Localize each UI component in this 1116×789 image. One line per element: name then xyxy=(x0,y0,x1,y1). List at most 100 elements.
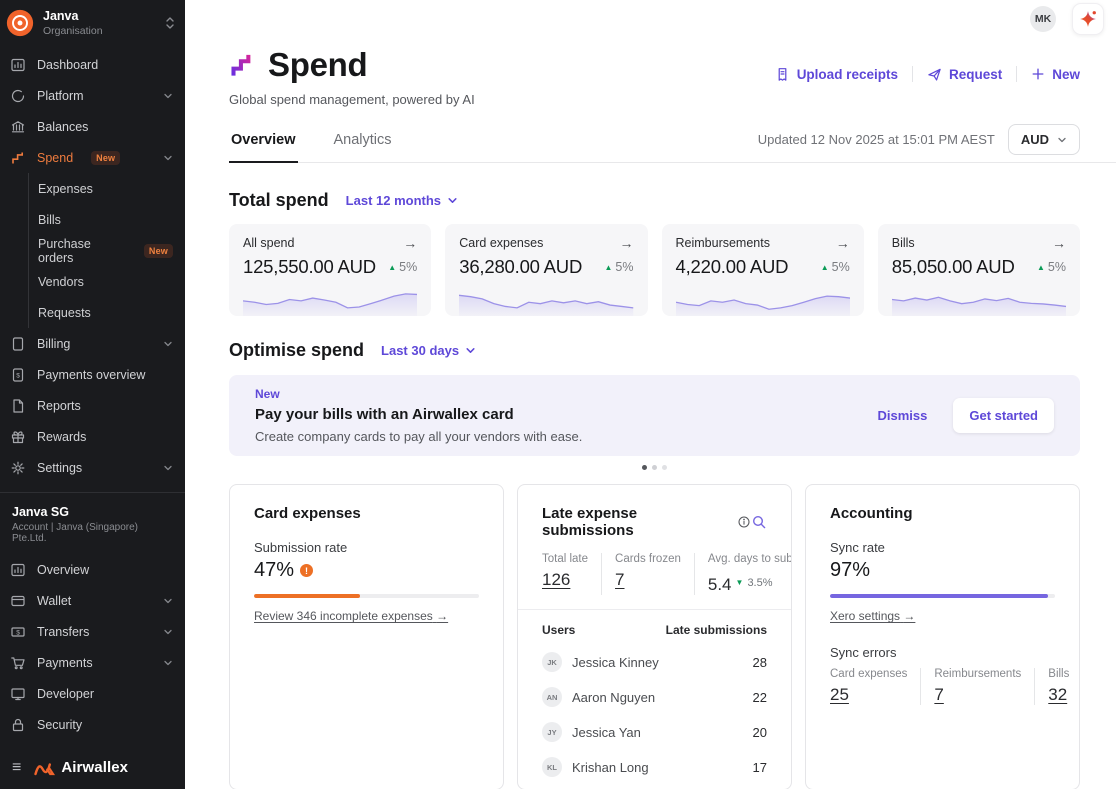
sidebar-item-rewards[interactable]: Rewards xyxy=(0,421,185,452)
sidebar-footer: ≡ Airwallex xyxy=(0,747,185,789)
request-label: Request xyxy=(948,66,1003,82)
sidebar-item-spend[interactable]: Spend New xyxy=(0,142,185,173)
tab-analytics[interactable]: Analytics xyxy=(333,132,392,148)
stat-block-label: Reimbursements xyxy=(934,668,1022,680)
sidebar-item-platform[interactable]: Platform xyxy=(0,80,185,111)
avatar: KL xyxy=(542,757,562,777)
sidebar-item-vendors[interactable]: Vendors xyxy=(29,266,185,297)
stat-card-card-expenses[interactable]: Card expenses → 36,280.00 AUD ▲ 5% xyxy=(445,224,648,316)
sidebar-item-bills[interactable]: Bills xyxy=(29,204,185,235)
sync-errors-label: Sync errors xyxy=(830,645,897,660)
sync-rate-progress xyxy=(830,594,1055,598)
stat-card-reimbursements[interactable]: Reimbursements → 4,220.00 AUD ▲ 5% xyxy=(661,224,864,316)
sidebar-item-label: Developer xyxy=(37,686,94,701)
user-name: Krishan Long xyxy=(572,759,649,775)
new-button[interactable]: New xyxy=(1031,67,1080,82)
airwallex-logo-mark xyxy=(34,762,56,775)
arrow-right-icon[interactable]: → xyxy=(1052,235,1066,251)
table-row[interactable]: AN Aaron Nguyen 22 xyxy=(542,687,767,707)
user-avatar[interactable]: MK xyxy=(1030,6,1056,32)
svg-text:$: $ xyxy=(16,629,20,636)
total-late-value[interactable]: 126 xyxy=(542,570,571,589)
spend-icon xyxy=(10,150,26,166)
avg-days-delta: 3.5% xyxy=(747,576,773,589)
sidebar-item-settings[interactable]: Settings xyxy=(0,452,185,483)
account-nav: Overview Wallet $ Transfers Payments Dev… xyxy=(0,550,185,740)
sidebar-item-developer[interactable]: Developer xyxy=(0,678,185,709)
metric-label: Sync rate xyxy=(830,540,885,555)
ai-assistant-button[interactable] xyxy=(1072,3,1104,35)
up-triangle-icon: ▲ xyxy=(1037,262,1045,272)
search-icon[interactable] xyxy=(751,514,767,530)
sidebar-item-billing[interactable]: Billing xyxy=(0,328,185,359)
sidebar-item-transfers[interactable]: $ Transfers xyxy=(0,616,185,647)
review-expenses-link[interactable]: Review 346 incomplete expenses → xyxy=(254,609,449,623)
chevron-down-icon xyxy=(163,658,173,668)
sidebar-item-purchase-orders[interactable]: Purchase orders New xyxy=(29,235,185,266)
card-expenses-errors-value[interactable]: 25 xyxy=(830,685,849,704)
request-button[interactable]: Request xyxy=(927,67,1002,82)
selector-icon xyxy=(166,17,174,29)
stat-card-bills[interactable]: Bills → 85,050.00 AUD ▲ 5% xyxy=(877,224,1080,316)
table-row[interactable]: KL Krishan Long 17 xyxy=(542,757,767,777)
org-switcher[interactable]: Janva Organisation xyxy=(0,0,185,45)
org-avatar xyxy=(6,9,34,37)
late-submissions-panel: Late expense submissions Total late 126 … xyxy=(517,484,792,789)
bank-icon xyxy=(10,119,26,135)
sidebar-item-wallet[interactable]: Wallet xyxy=(0,585,185,616)
card-expenses-panel: Card expenses Submission rate 47% ! Revi… xyxy=(229,484,504,789)
collapse-menu-icon[interactable]: ≡ xyxy=(12,758,22,776)
sidebar-item-overview[interactable]: Overview xyxy=(0,554,185,585)
reimbursements-errors-value[interactable]: 7 xyxy=(934,685,944,704)
sidebar-item-security[interactable]: Security xyxy=(0,709,185,740)
arrow-right-icon[interactable]: → xyxy=(619,235,634,251)
billing-icon xyxy=(10,336,26,352)
info-icon[interactable] xyxy=(737,515,751,529)
header-actions: Upload receipts Request New xyxy=(775,62,1080,86)
optimise-spend-title: Optimise spend xyxy=(229,340,365,360)
sidebar-item-requests[interactable]: Requests xyxy=(29,297,185,328)
chevron-down-icon xyxy=(163,463,173,473)
lock-icon xyxy=(10,717,26,733)
avatar: AN xyxy=(542,687,562,707)
sidebar-nav: Dashboard Platform Balances Spend New Ex… xyxy=(0,45,185,483)
sidebar-item-reports[interactable]: Reports xyxy=(0,390,185,421)
sidebar-item-label: Balances xyxy=(37,119,89,134)
avg-days-value: 5.4 xyxy=(707,575,732,594)
page-title: Spend xyxy=(268,46,368,83)
sidebar-item-payments-overview[interactable]: $ Payments overview xyxy=(0,359,185,390)
arrow-right-icon[interactable]: → xyxy=(835,235,850,251)
cards-frozen-value[interactable]: 7 xyxy=(615,570,625,589)
warning-icon: ! xyxy=(300,564,314,577)
dismiss-button[interactable]: Dismiss xyxy=(877,408,928,423)
carousel-dot[interactable] xyxy=(642,465,647,470)
sidebar-item-balances[interactable]: Balances xyxy=(0,111,185,142)
airwallex-logo: Airwallex xyxy=(34,759,128,776)
currency-select[interactable]: AUD xyxy=(1007,124,1080,155)
get-started-button[interactable]: Get started xyxy=(953,398,1054,433)
total-spend-range-select[interactable]: Last 12 months xyxy=(346,193,458,208)
optimise-range-select[interactable]: Last 30 days xyxy=(381,343,476,358)
sidebar-item-label: Expenses xyxy=(38,181,93,196)
carousel-dot[interactable] xyxy=(652,465,657,470)
bills-errors-value[interactable]: 32 xyxy=(1048,685,1068,704)
arrow-right-icon[interactable]: → xyxy=(403,235,418,251)
up-triangle-icon: ▲ xyxy=(820,262,829,272)
sidebar-item-expenses[interactable]: Expenses xyxy=(29,173,185,204)
tabs: Overview Analytics Updated 12 Nov 2025 a… xyxy=(229,119,1116,163)
accounting-panel: Accounting Sync rate 97% Xero settings →… xyxy=(805,484,1080,789)
stat-label: Reimbursements xyxy=(675,236,770,250)
xero-settings-link[interactable]: Xero settings → xyxy=(830,609,916,623)
sidebar-item-label: Platform xyxy=(37,88,84,103)
table-row[interactable]: JK Jessica Kinney 28 xyxy=(542,652,767,672)
stat-block-label: Total late xyxy=(542,553,589,565)
sidebar-item-dashboard[interactable]: Dashboard xyxy=(0,49,185,80)
stat-card-all-spend[interactable]: All spend → 125,550.00 AUD ▲ 5% xyxy=(229,224,432,316)
sidebar-item-payments[interactable]: Payments xyxy=(0,647,185,678)
banner-title: Pay your bills with an Airwallex card xyxy=(255,406,514,423)
upload-receipts-button[interactable]: Upload receipts xyxy=(775,67,898,82)
sparkline-chart xyxy=(675,282,850,316)
tab-overview[interactable]: Overview xyxy=(229,132,298,163)
table-row[interactable]: JY Jessica Yan 20 xyxy=(542,722,767,742)
carousel-dot[interactable] xyxy=(662,465,667,470)
